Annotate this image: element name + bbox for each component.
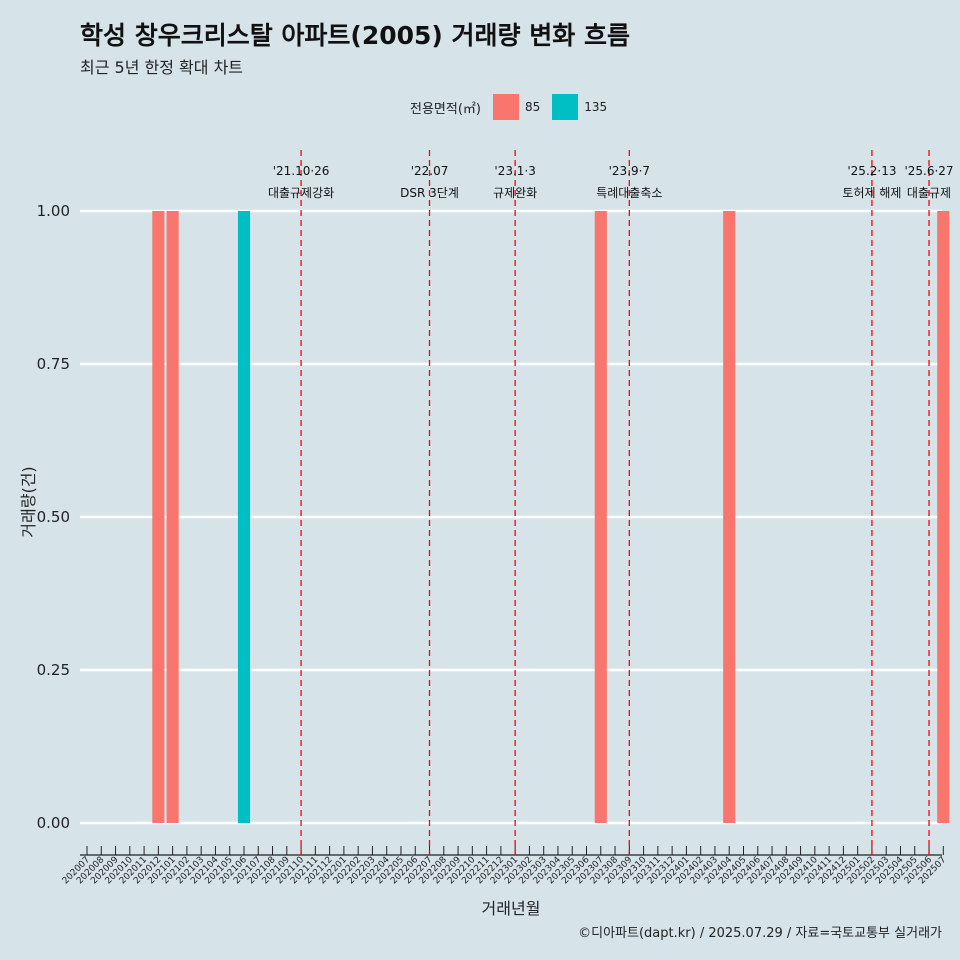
bar-202106 (237, 211, 251, 823)
y-tick-label: 0.75 (37, 355, 70, 373)
y-tick-label: 0.00 (37, 814, 70, 832)
event-text-label: 토허제 해제 (842, 186, 901, 200)
bar-202012 (152, 211, 165, 823)
event-text-label: 대출규제강화 (268, 186, 334, 200)
event-text-label: DSR 3단계 (400, 186, 459, 200)
event-text-label: 특례대출축소 (596, 186, 662, 200)
legend-swatch-85 (492, 94, 519, 120)
bar-202404 (723, 211, 736, 823)
legend-label-135: 135 (584, 100, 608, 114)
y-tick-label: 0.25 (37, 661, 70, 679)
bar-202307 (594, 211, 607, 823)
chart-title: 학성 창우크리스탈 아파트(2005) 거래량 변화 흐름 (80, 21, 630, 50)
event-date-label: '23.1·3 (494, 164, 535, 178)
y-axis-title: 거래량(건) (19, 466, 38, 537)
legend-swatch-135 (552, 94, 579, 120)
event-text-label: 규제완화 (493, 186, 537, 200)
legend-label-85: 85 (524, 100, 541, 114)
event-date-label: '25.6·27 (904, 164, 953, 178)
y-tick-label: 1.00 (37, 202, 70, 220)
bar-202507 (937, 211, 950, 823)
legend: 전용면적(㎡) 85 135 (410, 93, 613, 121)
y-tick-label: 0.50 (37, 508, 70, 526)
x-axis-title: 거래년월 (482, 899, 541, 918)
event-text-label: 대출규제 (907, 186, 951, 200)
event-date-label: '23.9·7 (609, 164, 650, 178)
chart-subtitle: 최근 5년 한정 확대 차트 (80, 58, 244, 77)
event-date-label: '25.2·13 (847, 164, 896, 178)
event-date-label: '22.07 (411, 164, 449, 178)
legend-title: 전용면적(㎡) (410, 101, 481, 117)
source-caption: ©디아파트(dapt.kr) / 2025.07.29 / 자료=국토교통부 실… (578, 926, 942, 941)
bar-202101 (166, 211, 179, 823)
event-date-label: '21.10·26 (273, 164, 330, 178)
